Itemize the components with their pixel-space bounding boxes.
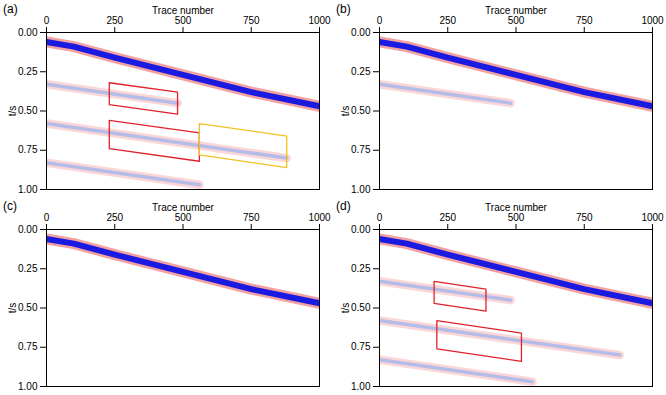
svg-text:Trace number: Trace number: [485, 5, 548, 16]
html-text:(d): (d): [336, 199, 351, 213]
svg-text:0.00: 0.00: [18, 27, 38, 38]
svg-text:0.75: 0.75: [18, 144, 38, 155]
svg-text:1.00: 1.00: [18, 184, 38, 195]
svg-text:t/s: t/s: [7, 106, 18, 117]
html-text:(c): (c): [3, 199, 17, 213]
svg-text:250: 250: [106, 15, 123, 26]
svg-text:1000: 1000: [308, 212, 331, 223]
svg-text:500: 500: [508, 15, 525, 26]
svg-text:1.00: 1.00: [351, 381, 371, 392]
svg-text:250: 250: [439, 15, 456, 26]
svg-text:1000: 1000: [641, 212, 664, 223]
svg-text:t/s: t/s: [340, 303, 351, 314]
html-text:(a): (a): [3, 2, 18, 16]
svg-text:0: 0: [377, 15, 383, 26]
svg-text:Trace number: Trace number: [485, 202, 548, 213]
svg-text:0.25: 0.25: [351, 66, 371, 77]
svg-text:t/s: t/s: [340, 106, 351, 117]
html-text:(b): (b): [336, 2, 351, 16]
svg-text:500: 500: [175, 212, 192, 223]
svg-text:1.00: 1.00: [18, 381, 38, 392]
svg-text:0.50: 0.50: [351, 105, 371, 116]
svg-text:0: 0: [377, 212, 383, 223]
svg-text:750: 750: [576, 15, 593, 26]
svg-text:0.25: 0.25: [351, 263, 371, 274]
svg-text:250: 250: [439, 212, 456, 223]
svg-text:0.50: 0.50: [18, 302, 38, 313]
svg-text:750: 750: [243, 15, 260, 26]
svg-text:0: 0: [44, 15, 50, 26]
svg-text:500: 500: [508, 212, 525, 223]
svg-text:0.00: 0.00: [18, 224, 38, 235]
svg-text:1000: 1000: [641, 15, 664, 26]
svg-text:Trace number: Trace number: [152, 5, 215, 16]
svg-text:1000: 1000: [308, 15, 331, 26]
svg-text:0.00: 0.00: [351, 27, 371, 38]
svg-text:750: 750: [576, 212, 593, 223]
svg-text:0.75: 0.75: [351, 144, 371, 155]
svg-text:t/s: t/s: [7, 303, 18, 314]
svg-text:1.00: 1.00: [351, 184, 371, 195]
svg-text:0.25: 0.25: [18, 66, 38, 77]
svg-text:0.75: 0.75: [18, 341, 38, 352]
svg-text:0.50: 0.50: [351, 302, 371, 313]
svg-text:750: 750: [243, 212, 260, 223]
svg-text:250: 250: [106, 212, 123, 223]
svg-text:Trace number: Trace number: [152, 202, 215, 213]
svg-text:0.50: 0.50: [18, 105, 38, 116]
svg-text:0: 0: [44, 212, 50, 223]
svg-text:500: 500: [175, 15, 192, 26]
svg-text:0.00: 0.00: [351, 224, 371, 235]
svg-text:0.75: 0.75: [351, 341, 371, 352]
svg-text:0.25: 0.25: [18, 263, 38, 274]
